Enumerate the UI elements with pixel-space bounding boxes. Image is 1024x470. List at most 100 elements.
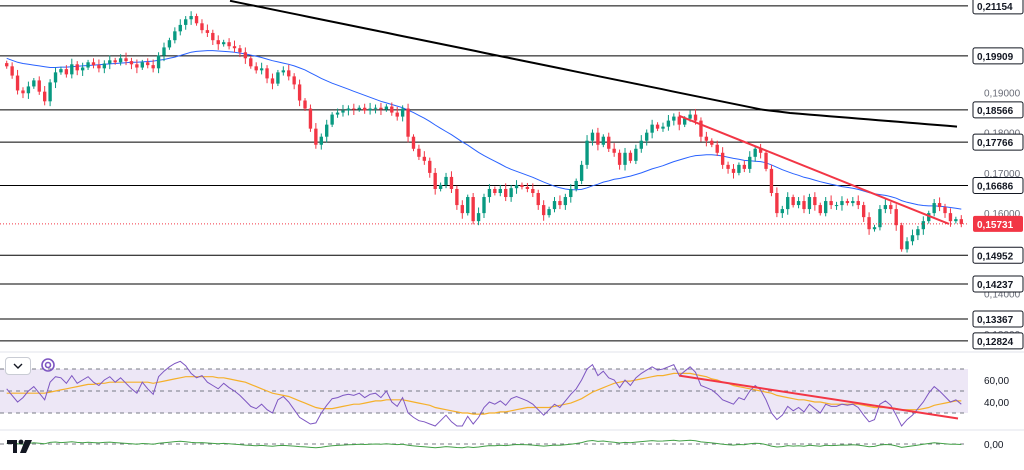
candle-body[interactable] bbox=[596, 132, 600, 145]
candle-body[interactable] bbox=[460, 205, 464, 214]
candle-body[interactable] bbox=[341, 110, 345, 113]
candle-body[interactable] bbox=[308, 108, 313, 129]
candle-body[interactable] bbox=[802, 201, 806, 210]
candle-body[interactable] bbox=[325, 124, 329, 137]
candle-body[interactable] bbox=[558, 201, 562, 206]
oscillator-pane[interactable] bbox=[0, 439, 968, 449]
candle-body[interactable] bbox=[287, 70, 291, 77]
candle-body[interactable] bbox=[395, 112, 399, 117]
candle-body[interactable] bbox=[482, 197, 486, 214]
candle-body[interactable] bbox=[547, 209, 551, 216]
candle-body[interactable] bbox=[699, 120, 703, 137]
candle-body[interactable] bbox=[634, 148, 638, 161]
candle-body[interactable] bbox=[541, 205, 546, 216]
candle-body[interactable] bbox=[53, 72, 58, 83]
candle-body[interactable] bbox=[254, 66, 258, 71]
moving-average-fast-line[interactable] bbox=[6, 50, 962, 210]
price-trendline[interactable] bbox=[678, 114, 950, 225]
candle-body[interactable] bbox=[433, 172, 437, 189]
candle-body[interactable] bbox=[753, 148, 757, 157]
candle-body[interactable] bbox=[167, 40, 172, 48]
candle-body[interactable] bbox=[108, 60, 112, 64]
candle-body[interactable] bbox=[910, 235, 915, 242]
candle-body[interactable] bbox=[91, 62, 96, 66]
candle-body[interactable] bbox=[623, 152, 627, 165]
candle-body[interactable] bbox=[536, 193, 540, 206]
candle-body[interactable] bbox=[59, 69, 63, 73]
candle-body[interactable] bbox=[146, 62, 150, 66]
candle-body[interactable] bbox=[238, 48, 242, 53]
candle-body[interactable] bbox=[352, 108, 356, 110]
candle-body[interactable] bbox=[135, 64, 139, 68]
candle-body[interactable] bbox=[417, 148, 421, 157]
candle-body[interactable] bbox=[807, 197, 812, 210]
candle-body[interactable] bbox=[471, 197, 475, 222]
candle-body[interactable] bbox=[856, 201, 860, 206]
candle-body[interactable] bbox=[579, 164, 584, 181]
candle-body[interactable] bbox=[758, 148, 763, 153]
candle-body[interactable] bbox=[731, 168, 736, 173]
candle-body[interactable] bbox=[221, 42, 226, 45]
candle-body[interactable] bbox=[314, 128, 318, 145]
candle-body[interactable] bbox=[476, 213, 481, 222]
candle-body[interactable] bbox=[677, 116, 681, 125]
candle-body[interactable] bbox=[748, 156, 752, 169]
candle-body[interactable] bbox=[720, 152, 725, 165]
candle-body[interactable] bbox=[194, 16, 199, 24]
candle-body[interactable] bbox=[824, 201, 828, 214]
candle-body[interactable] bbox=[737, 164, 741, 173]
candle-body[interactable] bbox=[162, 47, 166, 56]
candle-body[interactable] bbox=[867, 217, 871, 230]
candle-body[interactable] bbox=[813, 197, 817, 206]
candle-body[interactable] bbox=[276, 72, 280, 84]
candle-body[interactable] bbox=[70, 64, 74, 75]
candle-body[interactable] bbox=[330, 114, 334, 125]
candle-body[interactable] bbox=[509, 188, 513, 198]
candle-body[interactable] bbox=[151, 65, 155, 69]
candle-body[interactable] bbox=[487, 188, 492, 198]
candle-body[interactable] bbox=[15, 75, 20, 91]
candle-body[interactable] bbox=[422, 156, 427, 161]
candle-body[interactable] bbox=[64, 69, 69, 75]
candle-body[interactable] bbox=[590, 132, 595, 141]
candle-body[interactable] bbox=[775, 193, 779, 214]
candle-body[interactable] bbox=[200, 23, 204, 31]
candle-body[interactable] bbox=[710, 140, 714, 145]
candle-body[interactable] bbox=[861, 205, 866, 218]
candle-body[interactable] bbox=[780, 209, 784, 214]
rsi-axis[interactable]: 60,00 40,00 bbox=[984, 376, 1009, 409]
candle-body[interactable] bbox=[292, 76, 296, 85]
candle-body[interactable] bbox=[37, 80, 41, 92]
candle-body[interactable] bbox=[851, 201, 855, 204]
candle-body[interactable] bbox=[362, 107, 367, 111]
rsi-moving-average-line[interactable] bbox=[6, 372, 962, 415]
candle-body[interactable] bbox=[883, 205, 888, 210]
candle-body[interactable] bbox=[75, 64, 79, 71]
candle-body[interactable] bbox=[140, 62, 144, 68]
candle-body[interactable] bbox=[905, 241, 909, 250]
moving-average-slow-line[interactable] bbox=[229, 0, 958, 128]
candle-body[interactable] bbox=[265, 68, 269, 79]
candle-body[interactable] bbox=[937, 203, 942, 208]
candle-body[interactable] bbox=[786, 197, 790, 210]
candle-body[interactable] bbox=[48, 82, 52, 102]
candle-body[interactable] bbox=[216, 40, 220, 45]
candle-body[interactable] bbox=[514, 184, 519, 189]
candle-body[interactable] bbox=[666, 120, 671, 127]
candle-body[interactable] bbox=[682, 118, 687, 125]
rsi-line[interactable] bbox=[6, 360, 962, 427]
candle-body[interactable] bbox=[645, 132, 649, 141]
candle-body[interactable] bbox=[617, 152, 622, 165]
candle-body[interactable] bbox=[742, 164, 747, 169]
candle-body[interactable] bbox=[829, 201, 833, 206]
candle-body[interactable] bbox=[574, 180, 578, 189]
rsi-trendline[interactable] bbox=[679, 374, 959, 420]
candle-body[interactable] bbox=[178, 24, 182, 32]
candle-body[interactable] bbox=[379, 107, 383, 110]
candle-body[interactable] bbox=[552, 201, 557, 210]
candle-body[interactable] bbox=[921, 221, 926, 230]
candle-body[interactable] bbox=[899, 225, 904, 250]
candle-body[interactable] bbox=[400, 108, 405, 117]
candle-body[interactable] bbox=[818, 205, 822, 214]
